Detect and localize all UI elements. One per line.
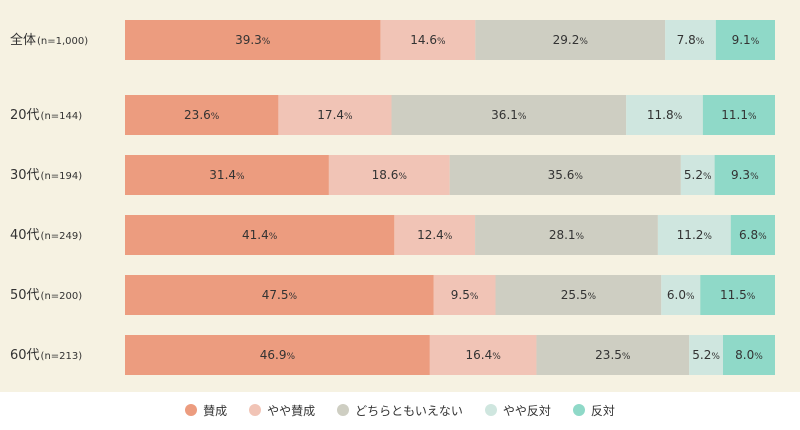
row-label-n: (n=1,000) bbox=[37, 36, 88, 47]
bar-segment bbox=[689, 335, 723, 375]
legend-swatch bbox=[249, 404, 262, 416]
data-label: 11.8% bbox=[647, 108, 683, 122]
bar-segment bbox=[475, 215, 658, 255]
data-label: 39.3% bbox=[235, 33, 271, 47]
data-label: 11.2% bbox=[677, 228, 713, 242]
legend-item: 賛成 bbox=[185, 402, 227, 419]
bar-segment bbox=[714, 155, 775, 195]
bar-segment bbox=[665, 20, 716, 60]
data-label: 23.5% bbox=[595, 348, 631, 362]
legend-swatch bbox=[185, 404, 198, 416]
legend-label: 反対 bbox=[590, 403, 615, 418]
data-label: 17.4% bbox=[317, 108, 353, 122]
legend-item: やや賛成 bbox=[249, 402, 315, 419]
row-label: 40代(n=249) bbox=[10, 228, 82, 243]
legend-swatch bbox=[572, 404, 585, 416]
data-label: 12.4% bbox=[417, 228, 453, 242]
bar-segment bbox=[391, 95, 627, 135]
data-label: 8.0% bbox=[735, 348, 763, 362]
legend-item: 反対 bbox=[572, 402, 615, 419]
stacked-bar-chart: 全体(n=1,000) 39.3% 14.6% 29.2% 7.8% 9.1%20代(n=… bbox=[10, 20, 775, 375]
row-label-n: (n=194) bbox=[41, 171, 83, 182]
row-label-n: (n=213) bbox=[41, 351, 83, 362]
bar-segment bbox=[125, 20, 381, 60]
row-label-group: 50代 bbox=[10, 288, 40, 303]
data-label: 41.4% bbox=[242, 228, 278, 242]
data-label: 6.0% bbox=[667, 288, 695, 302]
bar-segment bbox=[661, 275, 701, 315]
data-label: 25.5% bbox=[561, 288, 597, 302]
data-label: 5.2% bbox=[684, 168, 712, 182]
legend-label: やや賛成 bbox=[267, 403, 316, 418]
data-label: 35.6% bbox=[548, 168, 584, 182]
data-label: 47.5% bbox=[262, 288, 298, 302]
bar-segment bbox=[125, 215, 395, 255]
row-label-n: (n=249) bbox=[41, 231, 83, 242]
bar-segment bbox=[626, 95, 703, 135]
row-label-n: (n=144) bbox=[41, 111, 83, 122]
data-label: 29.2% bbox=[553, 33, 589, 47]
bar-segment bbox=[723, 335, 775, 375]
data-label: 16.4% bbox=[466, 348, 502, 362]
row-label-group: 30代 bbox=[10, 168, 40, 183]
bar-segment bbox=[702, 95, 775, 135]
bar-segment bbox=[433, 275, 496, 315]
row-label-group: 40代 bbox=[10, 228, 40, 243]
data-label: 23.6% bbox=[184, 108, 220, 122]
legend-swatch bbox=[337, 404, 350, 416]
legend-label: やや反対 bbox=[502, 403, 551, 418]
bar-segment bbox=[657, 215, 731, 255]
data-label: 9.5% bbox=[451, 288, 479, 302]
bar-segment bbox=[495, 275, 662, 315]
legend: 賛成 やや賛成 どちらともいえない やや反対 反対 bbox=[0, 398, 800, 422]
row-label-group: 60代 bbox=[10, 348, 40, 363]
data-label: 18.6% bbox=[372, 168, 408, 182]
row-label-group: 全体 bbox=[10, 32, 36, 48]
legend-item: やや反対 bbox=[484, 402, 551, 419]
bar-segment bbox=[536, 335, 690, 375]
data-label: 28.1% bbox=[549, 228, 585, 242]
data-label: 6.8% bbox=[739, 228, 767, 242]
data-label: 14.6% bbox=[410, 33, 446, 47]
data-label: 9.1% bbox=[732, 33, 760, 47]
bar-segment bbox=[680, 155, 715, 195]
bar-segment bbox=[475, 20, 666, 60]
data-label: 9.3% bbox=[731, 168, 759, 182]
row-label-n: (n=200) bbox=[41, 291, 83, 302]
bar-segment bbox=[730, 215, 775, 255]
data-label: 7.8% bbox=[677, 33, 705, 47]
bar-segment bbox=[429, 335, 537, 375]
row-label: 全体(n=1,000) bbox=[10, 32, 88, 48]
data-label: 11.5% bbox=[720, 288, 756, 302]
bar-segment bbox=[125, 335, 430, 375]
row-label: 50代(n=200) bbox=[10, 288, 82, 303]
data-label: 31.4% bbox=[209, 168, 245, 182]
row-label-group: 20代 bbox=[10, 108, 40, 123]
legend-item: どちらともいえない bbox=[337, 402, 463, 419]
row-label: 60代(n=213) bbox=[10, 348, 82, 363]
data-label: 46.9% bbox=[260, 348, 296, 362]
bar-segment bbox=[278, 95, 392, 135]
bar-segment bbox=[125, 275, 434, 315]
legend-swatch bbox=[484, 404, 497, 416]
bar-segment bbox=[700, 275, 775, 315]
row-label: 30代(n=194) bbox=[10, 168, 82, 183]
legend-label: 賛成 bbox=[203, 403, 228, 418]
row-label: 20代(n=144) bbox=[10, 108, 82, 123]
bar-segment bbox=[125, 155, 329, 195]
chart-area: 全体(n=1,000) 39.3% 14.6% 29.2% 7.8% 9.1% 20代(n=… bbox=[0, 0, 800, 392]
bar-segment bbox=[715, 20, 775, 60]
data-label: 36.1% bbox=[491, 108, 527, 122]
bar-segment bbox=[380, 20, 476, 60]
bar-segment bbox=[394, 215, 476, 255]
bar-segment bbox=[449, 155, 681, 195]
legend-label: どちらともいえない bbox=[355, 403, 463, 418]
bar-segment bbox=[125, 95, 279, 135]
data-label: 5.2% bbox=[692, 348, 720, 362]
data-label: 11.1% bbox=[721, 108, 757, 122]
bar-segment bbox=[328, 155, 450, 195]
